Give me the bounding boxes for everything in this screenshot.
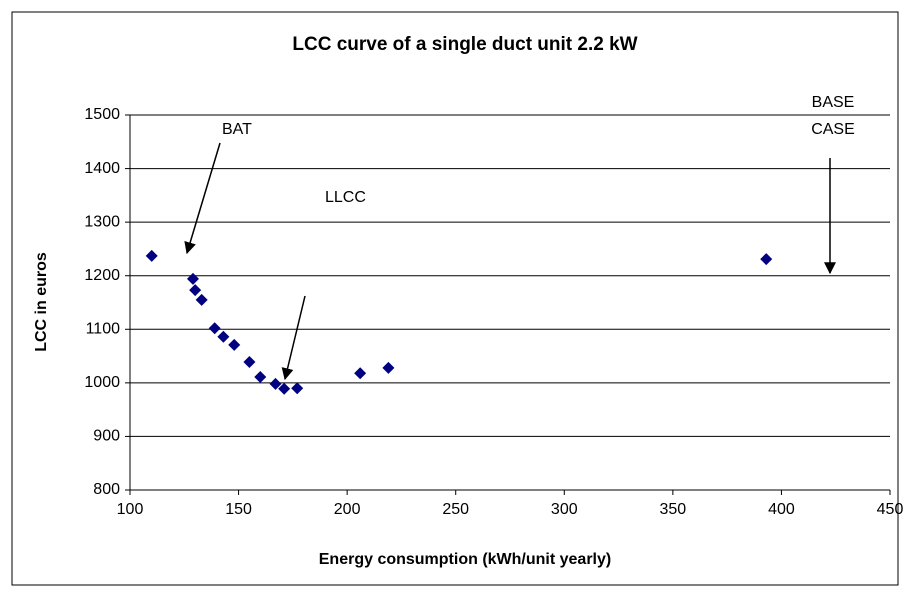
point bbox=[291, 382, 304, 395]
y-tick-label: 1300 bbox=[84, 213, 120, 230]
x-tick-label: 400 bbox=[768, 501, 795, 518]
annotation: CASE bbox=[811, 121, 855, 138]
y-tick-label: 900 bbox=[93, 428, 120, 445]
point bbox=[208, 322, 221, 335]
x-tick-label: 350 bbox=[660, 501, 687, 518]
x-tick-label: 300 bbox=[551, 501, 578, 518]
grid: 800 900 1000 1100 1200 1300 1400 1500 100 150 200 2… bbox=[84, 106, 903, 518]
point bbox=[228, 338, 241, 351]
point bbox=[217, 330, 230, 343]
point bbox=[269, 377, 282, 390]
x-axis-label: Energy consumption (kWh/unit yearly) bbox=[319, 551, 611, 568]
point bbox=[354, 367, 367, 380]
y-tick-label: 1100 bbox=[86, 321, 121, 338]
point bbox=[243, 355, 256, 368]
point bbox=[382, 361, 395, 374]
arrow bbox=[281, 295, 306, 381]
point bbox=[145, 249, 158, 262]
marks bbox=[145, 249, 773, 395]
y-axis-label: LCC in euros bbox=[33, 252, 50, 352]
annotation: LLCC bbox=[325, 189, 366, 206]
annotation: BASE bbox=[812, 94, 855, 111]
x-tick-label: 200 bbox=[334, 501, 361, 518]
y-tick-label: 1400 bbox=[84, 160, 120, 177]
chart-title: LCC curve of a single duct unit 2.2 kW bbox=[292, 34, 637, 55]
y-tick-label: 1500 bbox=[84, 106, 120, 123]
annotation: BAT bbox=[222, 121, 252, 138]
point bbox=[189, 284, 202, 297]
x-tick-label: 150 bbox=[225, 501, 252, 518]
y-tick-label: 1200 bbox=[84, 267, 120, 284]
point bbox=[278, 382, 291, 395]
point bbox=[254, 370, 267, 383]
point bbox=[760, 253, 773, 266]
point bbox=[186, 272, 199, 285]
x-tick-label: 100 bbox=[117, 501, 144, 518]
chart-frame bbox=[11, 11, 899, 586]
point bbox=[195, 293, 208, 306]
y-tick-label: 1000 bbox=[84, 374, 120, 391]
x-tick-label: 450 bbox=[877, 501, 904, 518]
y-tick-label: 800 bbox=[93, 481, 120, 498]
x-tick-label: 250 bbox=[442, 501, 469, 518]
arrow bbox=[184, 142, 221, 255]
